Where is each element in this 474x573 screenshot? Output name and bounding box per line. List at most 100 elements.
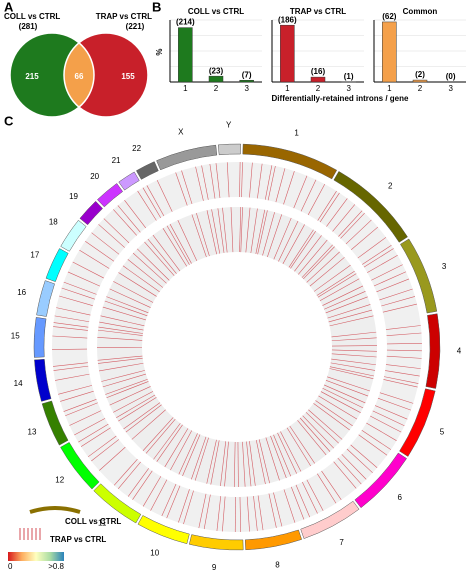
bar [208, 75, 224, 83]
track-line [175, 172, 188, 206]
track-line [275, 168, 286, 203]
track-line [337, 457, 362, 485]
track-line [131, 409, 166, 440]
track-line [307, 183, 326, 216]
track-line [290, 231, 316, 269]
track-line [361, 429, 392, 450]
track-line [182, 434, 201, 477]
track-line [308, 409, 343, 440]
track-line [99, 446, 126, 471]
chromosome-label: 14 [14, 379, 23, 388]
track-line [97, 336, 143, 341]
track-line [170, 430, 193, 471]
track-line [178, 433, 198, 475]
legend-label: COLL vs CTRL [65, 517, 121, 526]
x-tick-label: 2 [214, 84, 219, 93]
x-tick-label: 3 [244, 84, 249, 93]
track-line [201, 165, 209, 200]
track-line [315, 400, 353, 427]
chromosome-label: 22 [132, 144, 141, 153]
track-line [209, 163, 216, 199]
track-line [166, 485, 181, 519]
chromosome [33, 317, 47, 358]
value-label: (62) [382, 12, 397, 21]
track-line [166, 225, 190, 265]
track-line [125, 404, 162, 433]
track-line [226, 162, 230, 198]
panel-label: A [4, 0, 14, 14]
track-line [103, 218, 130, 244]
track-line [298, 239, 328, 275]
track-line [69, 410, 102, 426]
track-line [102, 373, 147, 388]
scale-label: 0 [8, 562, 13, 571]
track-line [52, 362, 88, 367]
x-tick-label: 1 [285, 84, 290, 93]
track-line [351, 226, 379, 250]
track-line [97, 357, 143, 364]
track-line [240, 207, 243, 253]
chromosome [41, 400, 69, 446]
track-line [383, 376, 419, 384]
track-line [249, 162, 253, 198]
chromosome-label: 15 [11, 332, 20, 341]
track-line [198, 493, 207, 529]
track-line [145, 419, 176, 454]
track-line [318, 395, 358, 420]
chromosome [399, 388, 436, 457]
track-line [366, 422, 397, 441]
track-line [265, 437, 280, 481]
x-tick-label: 3 [448, 84, 453, 93]
track-line [132, 470, 153, 500]
chromosome [300, 500, 360, 539]
track-line [379, 392, 414, 404]
track-line [211, 209, 221, 254]
track-line [105, 378, 148, 395]
track-line [113, 209, 137, 236]
value-label: (2) [415, 70, 425, 79]
track-line [196, 212, 210, 257]
chart-title: TRAP vs CTRL [290, 7, 346, 16]
bar [178, 27, 193, 83]
track-line [329, 315, 374, 327]
set-name: COLL vs CTRL [4, 12, 60, 21]
set-name: TRAP vs CTRL [96, 12, 152, 21]
track-line [245, 207, 251, 253]
track-line [137, 190, 157, 221]
x-tick-label: 1 [183, 84, 188, 93]
track-line [383, 379, 418, 388]
value-label: (214) [176, 18, 195, 27]
track-line [325, 380, 369, 397]
track-line [203, 494, 211, 530]
chart-title: COLL vs CTRL [188, 7, 244, 16]
value-label: (186) [278, 15, 297, 24]
chromosome [400, 238, 438, 314]
value-label: (16) [311, 67, 326, 76]
chromosome [188, 534, 244, 551]
track-line [246, 441, 252, 487]
x-tick-label: 2 [418, 84, 423, 93]
track-line [324, 291, 366, 310]
track-line [210, 440, 220, 485]
track-line [99, 362, 144, 372]
track-line [100, 315, 145, 327]
track-line [306, 479, 324, 511]
track-line [273, 217, 292, 260]
track-line [65, 402, 98, 417]
track-line [164, 428, 189, 468]
track-line [289, 425, 315, 464]
track-line [63, 399, 97, 412]
track-line [169, 223, 192, 264]
track-line [373, 271, 407, 287]
track-line [72, 261, 104, 279]
track-line [329, 368, 374, 379]
track-line [249, 441, 256, 486]
track-line [382, 303, 418, 313]
track-line [183, 490, 194, 525]
track-line [239, 496, 241, 532]
track-line [294, 235, 322, 272]
track-line [78, 423, 109, 443]
track-line [113, 458, 138, 486]
track-line [303, 246, 335, 280]
